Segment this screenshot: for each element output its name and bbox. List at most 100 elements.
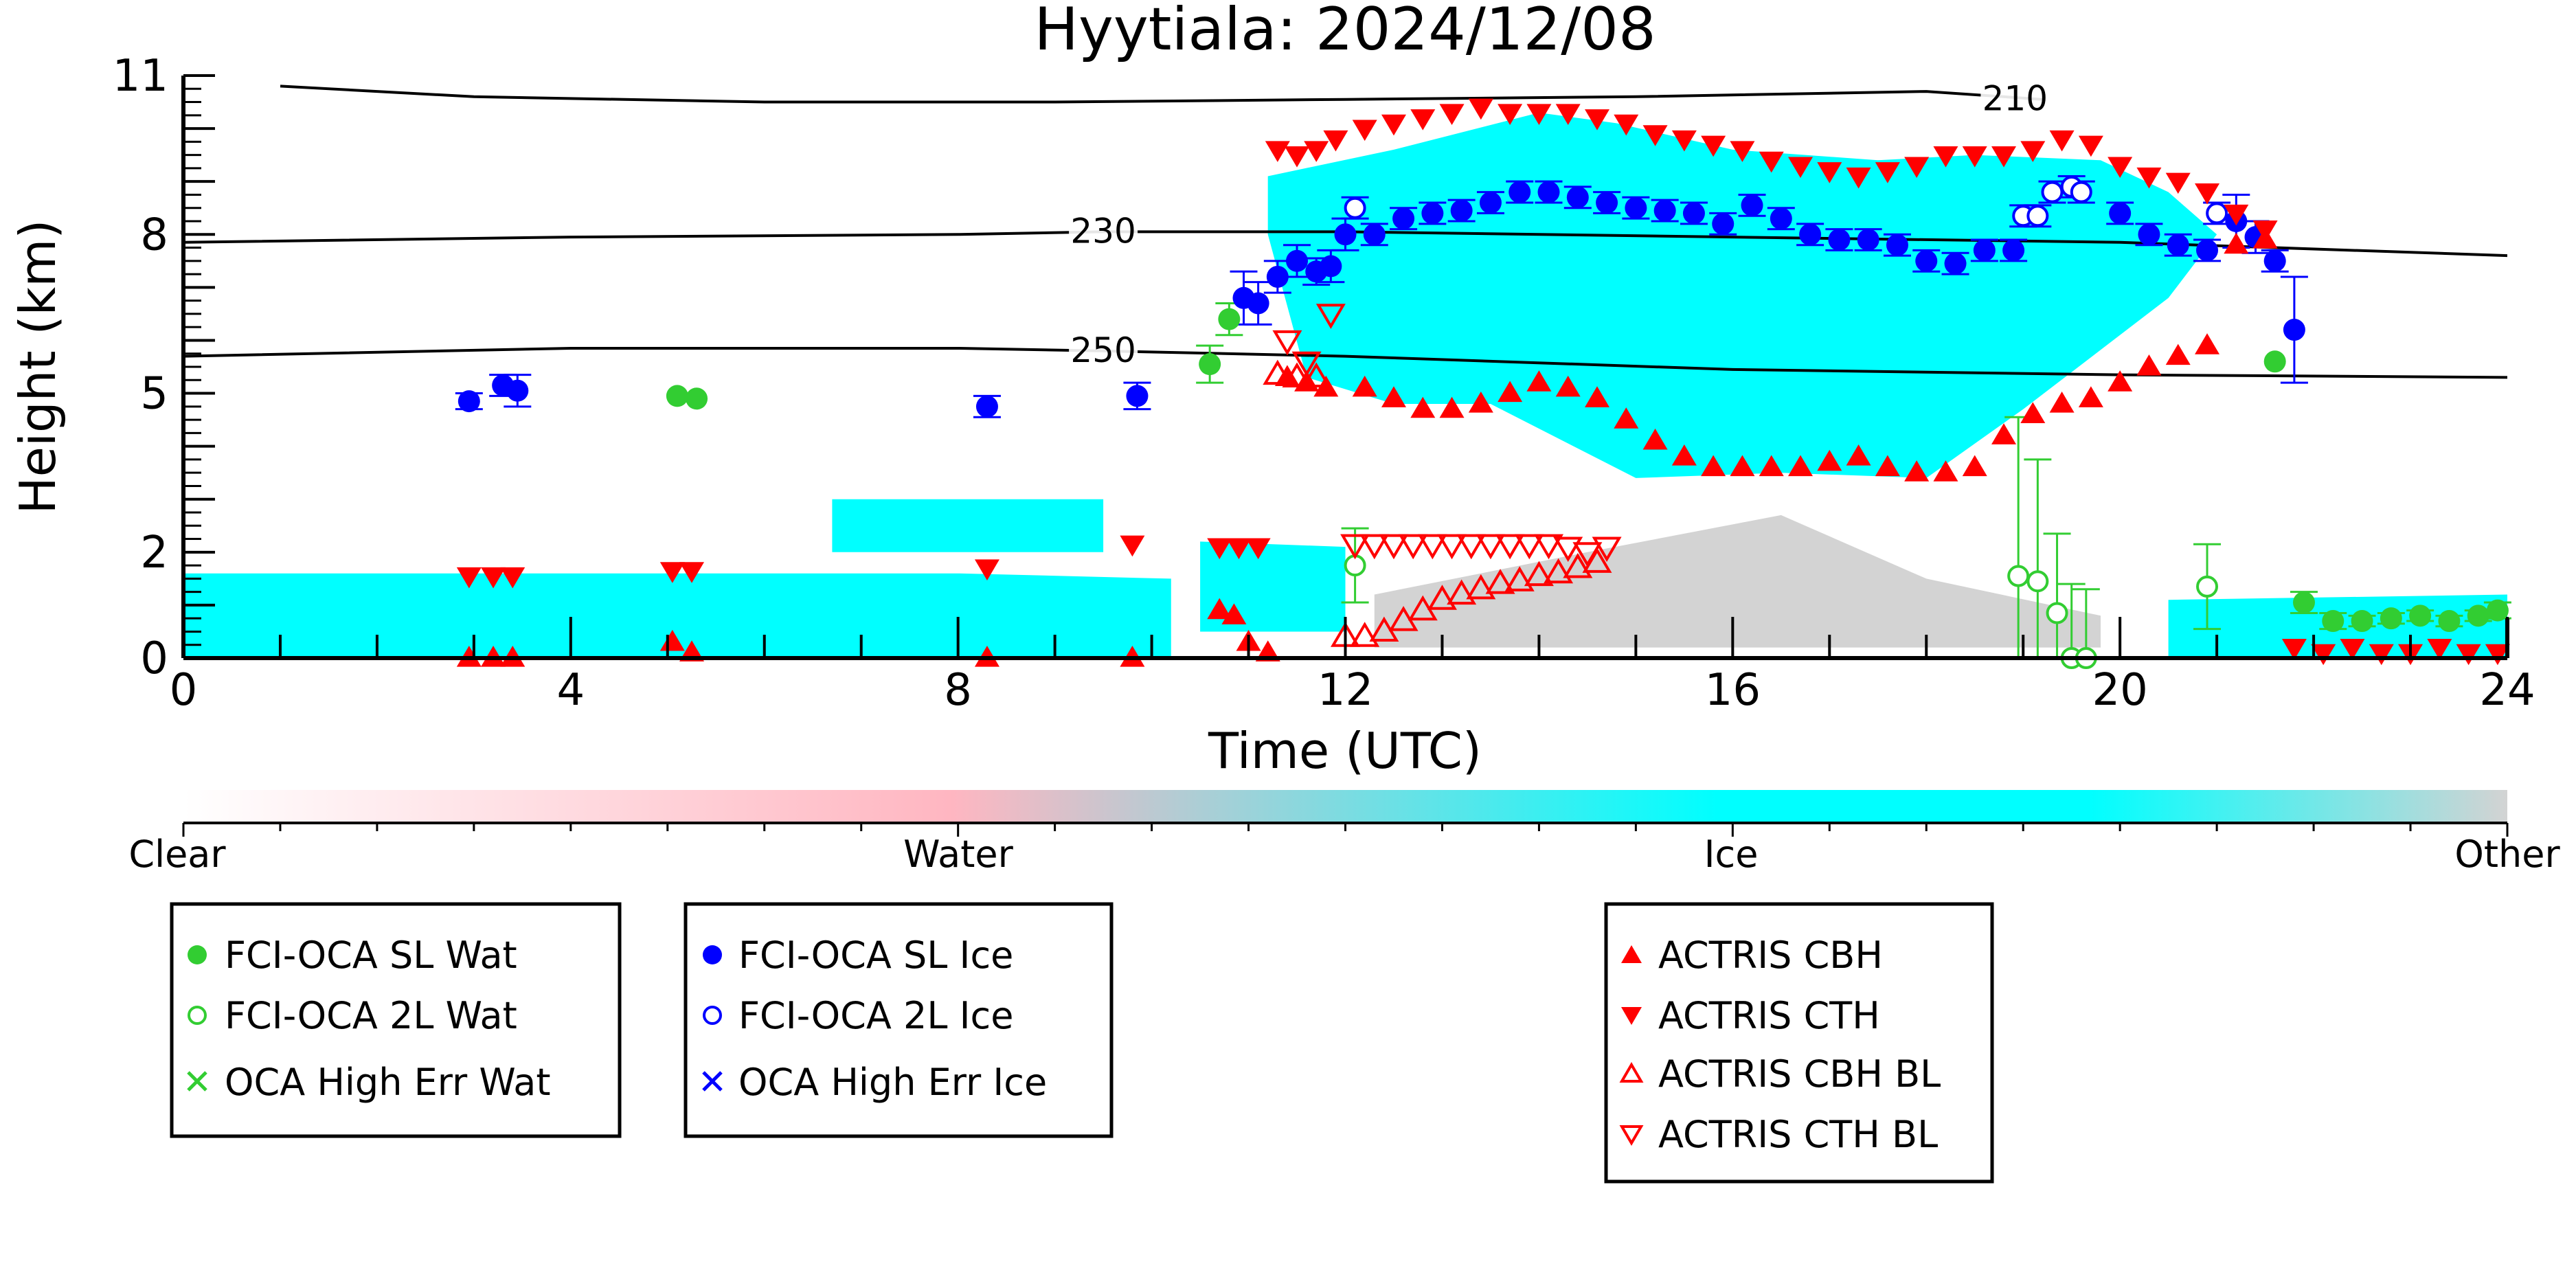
point-fci-oca-sl-ice [2263,249,2286,272]
point-actris-cth [1759,151,1784,173]
point-actris-cbh [2195,333,2220,354]
point-fci-oca-sl-ice [1973,239,1996,262]
point-actris-cth-bl [1572,542,1603,567]
point-actris-cbh [2165,343,2191,365]
point-actris-cth-bl [1437,534,1467,560]
point-actris-cth [2340,638,2365,660]
point-fci-oca-sl-wat [2486,599,2509,622]
legend-label-actris-cbh-bl: ACTRIS CBH BL [1658,1052,1941,1096]
point-actris-cbh [1468,391,1493,413]
legend-label-actris-cth: ACTRIS CTH [1658,994,1880,1037]
point-actris-cth [481,567,506,589]
x-tick-label: 0 [170,665,198,716]
x-axis-title: Time (UTC) [1208,722,1482,780]
point-actris-cbh-bl [1282,362,1312,388]
point-actris-cbh [1701,455,1726,477]
point-fci-oca-2l-wat [2026,570,2049,593]
point-actris-cbh-bl [1301,362,1331,388]
point-fci-oca-sl-wat [2322,610,2345,633]
point-fci-oca-sl-ice [2109,202,2132,225]
point-actris-cbh [1221,603,1247,624]
y-ticks: 0 2 5 8 11 [113,51,215,684]
point-fci-oca-sl-ice [1566,186,1589,209]
point-fci-oca-sl-ice [1421,202,1444,225]
point-actris-cbh [1352,375,1377,397]
point-actris-cbh [2136,354,2162,376]
point-fci-oca-sl-ice [1450,199,1473,222]
point-actris-cth [1584,109,1609,131]
y-tick-label: 8 [140,210,168,260]
region-ice-3 [1267,113,2217,478]
point-actris-cth-bl [1592,536,1622,563]
point-fci-oca-sl-ice [1944,252,1967,275]
point-actris-cth [2369,644,2394,666]
point-fci-oca-sl-wat [1218,308,1241,330]
x-tick-label: 16 [1705,665,1761,716]
point-fci-oca-sl-ice [1625,196,1647,219]
point-actris-cth [1846,167,1871,189]
point-actris-cth [1701,135,1726,157]
point-actris-cth-bl [1379,534,1409,560]
point-actris-cth-bl [1495,534,1525,560]
region-other-4 [1374,515,2101,648]
point-actris-cbh [1904,460,1930,482]
point-actris-cth [974,559,999,580]
point-fci-oca-sl-ice [2138,223,2160,246]
legend-marker-actris-cbh-bl [1619,1062,1644,1083]
point-fci-oca-sl-ice [1320,255,1342,278]
point-actris-cbh [1671,444,1697,466]
point-actris-cbh [1410,396,1436,418]
point-actris-cth [2078,135,2103,157]
legend-actris-box [1604,902,1994,1184]
point-fci-oca-sl-ice [1915,249,1938,272]
point-actris-cbh [1381,386,1406,407]
point-actris-cbh [1759,455,1784,477]
point-actris-cth [2281,638,2307,660]
point-actris-cbh [2224,232,2249,254]
point-actris-cth [1410,109,1436,131]
point-actris-cth [1526,104,1552,125]
point-actris-cth [1498,104,1523,125]
point-fci-oca-sl-ice [1266,265,1289,288]
contour-label-210: 210 [1982,79,2048,119]
cloud-class-regions [183,113,2507,658]
point-actris-cbh [1207,598,1232,620]
legend-label-fci-oca-2l-ice: FCI-OCA 2L Ice [738,994,1013,1037]
legend-marker-fci-oca-sl-ice [703,945,722,964]
point-actris-cth [500,567,526,589]
point-actris-cth [659,562,685,583]
point-fci-oca-sl-ice [506,379,529,402]
legend-label-oca-high-err-ice: OCA High Err Ice [738,1061,1047,1104]
point-actris-cth [1671,130,1697,152]
point-fci-oca-sl-wat [2263,350,2286,373]
point-fci-oca-2l-wat [2007,565,2030,587]
point-actris-cth [1265,141,1290,162]
contour-label-bg-210 [1980,80,2050,119]
colorbar-gradient [183,790,2507,823]
point-actris-cbh [1274,365,1300,387]
point-actris-cth [2485,644,2510,666]
point-actris-cbh-bl [1350,622,1380,647]
point-actris-cth-bl [1417,534,1447,560]
legend-ice: FCI-OCA SL Ice FCI-OCA 2L Ice OCA High E… [683,902,1114,1138]
point-fci-oca-sl-wat [2409,605,2432,627]
point-actris-cth [1904,157,1930,179]
point-actris-cth [1285,146,1310,168]
point-fci-oca-2l-wat [2196,575,2219,598]
point-actris-cbh [1991,423,2017,444]
contour-label-bg-230 [1069,212,1138,251]
point-actris-cth [1875,162,1900,183]
x-tick-label: 20 [2092,665,2147,716]
point-fci-oca-sl-ice [975,395,998,418]
legend-actris: ACTRIS CBH ACTRIS CTH ACTRIS CBH BL ACTR… [1604,902,1994,1184]
point-actris-cth-bl [1315,304,1346,329]
point-fci-oca-sl-ice [1126,385,1149,407]
point-fci-oca-2l-ice [2041,181,2064,203]
point-actris-cbh [1584,386,1609,407]
point-actris-cth-bl [1534,534,1564,560]
point-actris-cbh [1642,428,1668,450]
legend-marker-actris-cth [1621,1007,1642,1025]
point-fci-oca-sl-ice [1857,228,1879,251]
point-fci-oca-sl-ice [1286,249,1309,272]
